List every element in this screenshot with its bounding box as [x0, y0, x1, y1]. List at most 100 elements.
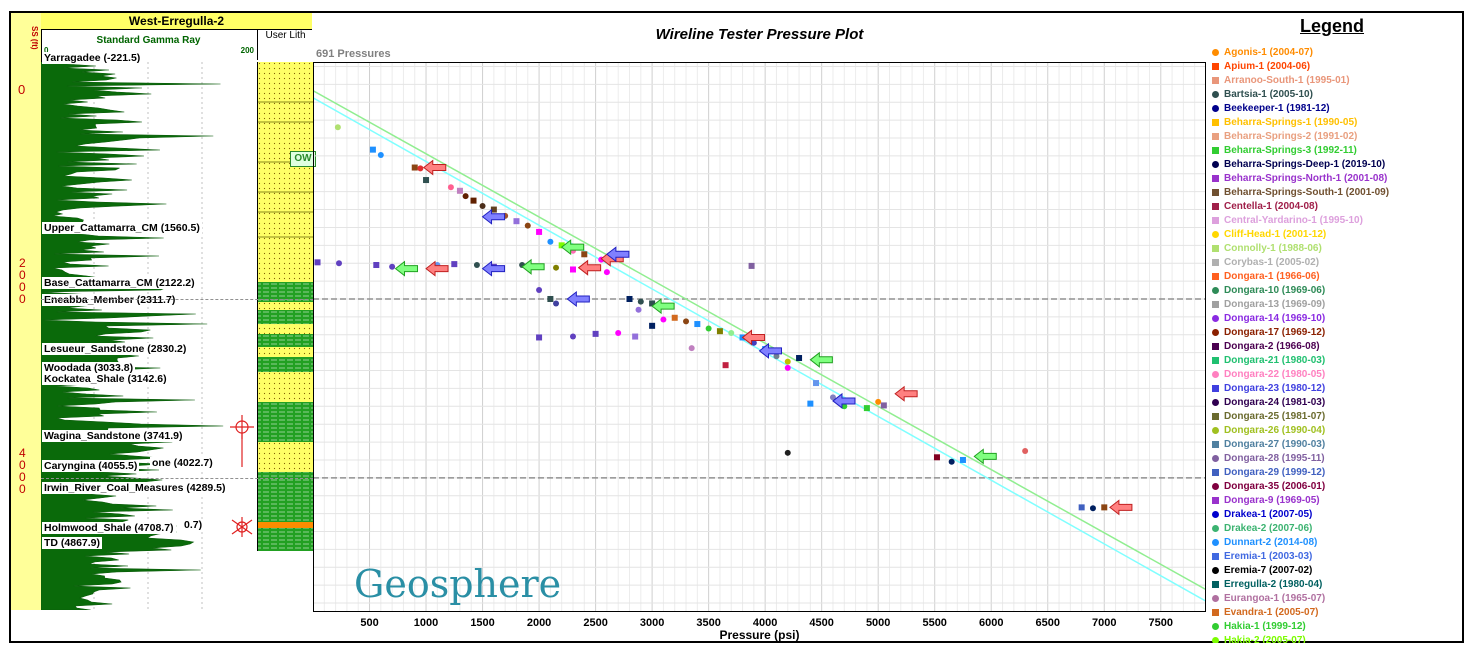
legend-swatch — [1212, 314, 1219, 322]
legend-swatch — [1212, 132, 1219, 140]
legend-label: Bartsia-1 (2005-10) — [1224, 89, 1313, 100]
legend-swatch — [1212, 342, 1219, 350]
x-axis: 500 1000 1500 2000 2500 3000 3500 4000 4500 5000 5… — [360, 617, 1173, 629]
data-point — [473, 262, 480, 269]
legend-swatch — [1212, 188, 1219, 196]
data-point — [626, 295, 633, 302]
legend-label: Hakia-1 (1999-12) — [1224, 621, 1306, 632]
test-arrow-marker — [894, 385, 918, 402]
data-point — [959, 456, 966, 463]
pressure-plot — [313, 62, 1206, 612]
formation-label: Holmwood_Shale (4708.7) — [42, 522, 176, 534]
legend-swatch — [1212, 510, 1219, 518]
legend-label: Beharra-Springs-South-1 (2001-09) — [1224, 187, 1390, 198]
well-symbols — [230, 415, 254, 537]
data-point — [447, 184, 454, 191]
x-tick-label: 5500 — [922, 617, 946, 629]
legend-swatch — [1212, 328, 1219, 336]
legend-label: Dongara-14 (1969-10) — [1224, 313, 1326, 324]
data-point — [660, 316, 667, 323]
depth-axis-label: SS (ft) — [30, 26, 39, 50]
legend-item: Central-Yardarino-1 (1995-10) — [1212, 215, 1363, 227]
data-point — [784, 358, 791, 365]
data-point — [807, 400, 814, 407]
data-point — [1101, 504, 1108, 511]
data-point — [671, 314, 678, 321]
legend-swatch — [1212, 76, 1219, 84]
data-point — [688, 345, 695, 352]
legend-item: Evandra-1 (2005-07) — [1212, 607, 1319, 619]
formation-label: one (4022.7) — [150, 457, 215, 469]
data-point — [479, 202, 486, 209]
legend-swatch — [1212, 104, 1219, 112]
formation-label: Kockatea_Shale (3142.6) — [42, 373, 169, 385]
data-point — [750, 339, 757, 346]
data-point — [784, 449, 791, 456]
legend-item: Connolly-1 (1988-06) — [1212, 243, 1322, 255]
test-arrow-marker — [481, 208, 506, 225]
legend-item: Beharra-Springs-3 (1992-11) — [1212, 145, 1357, 157]
legend-item: Cliff-Head-1 (2001-12) — [1212, 229, 1326, 241]
x-tick-label: 4000 — [753, 617, 777, 629]
legend-item: Beharra-Springs-1 (1990-05) — [1212, 117, 1357, 129]
legend-swatch — [1212, 384, 1219, 392]
legend-item: Dongara-1 (1966-06) — [1212, 271, 1320, 283]
formation-label: Caryngina (4055.5) — [42, 460, 140, 472]
test-arrow-marker — [741, 329, 766, 346]
legend-label: Erregulla-2 (1980-04) — [1224, 579, 1323, 590]
legend-swatch — [1212, 440, 1219, 448]
legend-item: Centella-1 (2004-08) — [1212, 201, 1318, 213]
test-arrow-marker — [394, 260, 419, 277]
geosphere-watermark: Geosphere — [354, 562, 562, 606]
legend-label: Dongara-22 (1980-05) — [1224, 369, 1326, 380]
x-axis-label: Pressure (psi) — [719, 628, 800, 642]
data-point — [705, 325, 712, 332]
data-point — [863, 405, 870, 412]
legend-swatch — [1212, 636, 1219, 643]
test-arrow-marker — [481, 260, 506, 277]
formation-label: Wagina_Sandstone (3741.9) — [42, 430, 185, 442]
legend-swatch — [1212, 622, 1219, 630]
legend-swatch — [1212, 230, 1219, 238]
x-tick-label: 6500 — [1036, 617, 1060, 629]
plot-border — [313, 62, 1206, 612]
legend-label: Evandra-1 (2005-07) — [1224, 607, 1319, 618]
data-point — [1078, 504, 1085, 511]
ow-marker: OW — [290, 151, 316, 167]
well-title: West-Erregulla-2 — [41, 13, 312, 30]
test-arrow-marker — [606, 246, 630, 263]
legend-label: Arranoo-South-1 (1995-01) — [1224, 75, 1350, 86]
data-point — [796, 355, 803, 362]
legend-label: Drakea-1 (2007-05) — [1224, 509, 1313, 520]
x-tick-label: 3000 — [640, 617, 664, 629]
x-tick-label: 1000 — [414, 617, 438, 629]
legend-item: Beharra-Springs-North-1 (2001-08) — [1212, 173, 1387, 185]
data-point — [880, 402, 887, 409]
data-point — [553, 300, 560, 307]
legend-label: Beekeeper-1 (1981-12) — [1224, 103, 1330, 114]
user-lith-title: User Lith — [257, 30, 313, 60]
data-point — [813, 380, 820, 387]
legend-item: Dunnart-2 (2014-08) — [1212, 537, 1317, 549]
legend-item: Beharra-Springs-Deep-1 (2019-10) — [1212, 159, 1385, 171]
legend-swatch — [1212, 272, 1219, 280]
depth-tick-2000: 2000 — [19, 256, 26, 306]
legend-label: Beharra-Springs-Deep-1 (2019-10) — [1224, 159, 1386, 170]
data-point — [569, 333, 576, 340]
data-point — [635, 306, 642, 313]
data-point — [335, 260, 342, 267]
legend-label: Corybas-1 (2005-02) — [1224, 257, 1320, 268]
legend-item: Dongara-13 (1969-09) — [1212, 299, 1325, 311]
depth-gridline — [41, 298, 313, 300]
legend-label: Eremia-1 (2003-03) — [1224, 551, 1313, 562]
data-point — [784, 364, 791, 371]
data-point — [722, 362, 729, 369]
legend-label: Dongara-35 (2006-01) — [1224, 481, 1326, 492]
legend-item: Bartsia-1 (2005-10) — [1212, 89, 1313, 101]
legend-label: Dongara-24 (1981-03) — [1224, 397, 1326, 408]
lithology-column — [257, 62, 313, 551]
formation-label: Yarragadee (-221.5) — [42, 52, 143, 64]
data-point — [603, 269, 610, 276]
legend-item: Dongara-2 (1966-08) — [1212, 341, 1320, 353]
formation-label: Base_Cattamarra_CM (2122.2) — [42, 277, 197, 289]
